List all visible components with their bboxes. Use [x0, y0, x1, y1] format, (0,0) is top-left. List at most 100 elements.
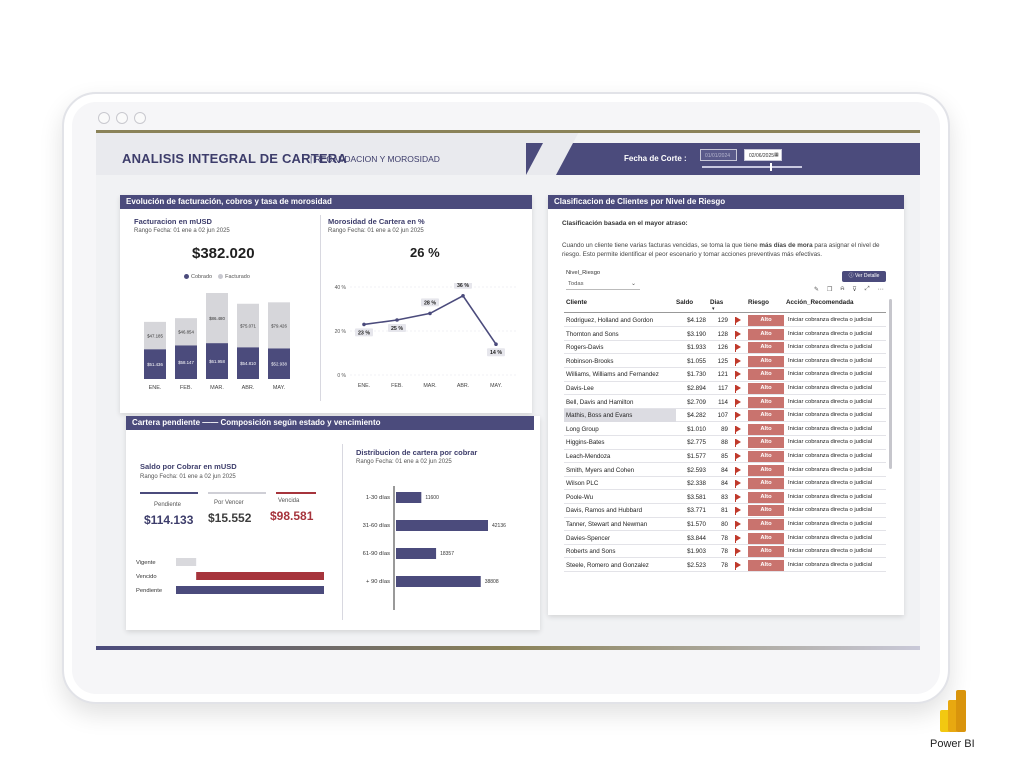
table-row[interactable]: Davis-Lee $2.894 117 Alto Iniciar cobranza d…: [564, 382, 886, 396]
table-row[interactable]: Mathis, Boss and Evans $4.282 107 Alto Inici…: [564, 409, 886, 423]
line-point: [395, 318, 399, 322]
cell-saldo: $2.593: [687, 466, 706, 474]
col-riesgo[interactable]: Riesgo: [748, 299, 769, 306]
table-row[interactable]: Wilson PLC $2.338 84 Alto Iniciar cobranza d…: [564, 477, 886, 491]
line-point: [428, 311, 432, 316]
cell-accion: Iniciar cobranza directa o judicial: [788, 412, 873, 419]
cell-saldo: $3.190: [687, 330, 706, 338]
col-cliente[interactable]: Cliente: [566, 299, 587, 306]
x-tick-label: MAR.: [210, 385, 224, 391]
table-row[interactable]: Leach-Mendoza $1.577 85 Alto Iniciar cobranz…: [564, 450, 886, 464]
table-row[interactable]: Williams, Williams and Fernandez $1.730 12…: [564, 368, 886, 382]
table-row[interactable]: Davies-Spencer $3.844 78 Alto Iniciar cobran…: [564, 532, 886, 545]
cell-riesgo: Alto: [748, 315, 784, 326]
cell-cliente: Long Group: [566, 425, 599, 433]
powerbi-logo: Power BI: [930, 688, 980, 750]
window-dot[interactable]: [134, 112, 146, 124]
x-tick-label: ABR.: [242, 385, 255, 391]
col-saldo[interactable]: Saldo: [676, 299, 694, 306]
bell-icon[interactable]: ⍾: [840, 286, 845, 292]
cell-accion: Iniciar cobranza directa o judicial: [788, 344, 873, 351]
data-label: 14 %: [490, 350, 502, 356]
cell-saldo: $2.894: [687, 385, 706, 392]
table-row[interactable]: Long Group $1.010 89 Alto Iniciar cobranza d…: [564, 423, 886, 436]
bar-cobrado: [175, 345, 197, 379]
cell-accion: Iniciar cobranza directa o judicial: [788, 493, 873, 500]
table-row[interactable]: Davis, Ramos and Hubbard $3.771 81 Alto Inic…: [564, 504, 886, 518]
panel-riesgo: Clasificacion de Clientes por Nivel de R…: [548, 195, 904, 615]
cell-saldo: $4.128: [687, 317, 706, 324]
date-slider-handle[interactable]: [770, 163, 772, 171]
date-to-input[interactable]: 02/06/2025: [744, 149, 782, 161]
cell-saldo: $1.010: [687, 425, 706, 433]
cell-saldo: $2.775: [687, 439, 706, 447]
table-row[interactable]: Tanner, Stewart and Newman $1.570 80 Alto In…: [564, 518, 886, 532]
table-scrollbar[interactable]: [889, 299, 892, 469]
legend-cobrado: Cobrado: [184, 274, 212, 280]
visual-toolbar: ✎ ❐ ⍾ ⊽ ⤢ ⋯: [814, 286, 884, 293]
filter-icon[interactable]: ⊽: [852, 287, 857, 293]
expand-icon[interactable]: ⤢: [864, 286, 870, 292]
flag-icon: [735, 534, 741, 543]
data-label-facturado: $79.426: [271, 323, 287, 328]
more-options-icon[interactable]: ⋯: [877, 287, 884, 293]
cell-saldo: $2.709: [687, 398, 706, 406]
cell-accion: Iniciar cobranza directa o judicial: [788, 357, 873, 364]
table-row[interactable]: Smith, Myers and Cohen $2.593 84 Alto Inicia…: [564, 464, 886, 477]
date-from-input[interactable]: 01/01/2024: [700, 149, 737, 161]
cell-riesgo: Alto: [748, 505, 784, 517]
data-label-facturado: $46.854: [178, 330, 194, 335]
table-row[interactable]: Bell, Davis and Hamilton $2.709 114 Alto Ini…: [564, 396, 886, 409]
cell-accion: Iniciar cobranza directa o judicial: [788, 507, 873, 514]
cell-riesgo: Alto: [748, 478, 784, 490]
cell-accion: Iniciar cobranza directa o judicial: [788, 466, 873, 473]
col-accion[interactable]: Acción_Recomendada: [786, 299, 854, 306]
distribucion-range: Rango Fecha: 01 ene a 02 jun 2025: [356, 459, 452, 465]
table-row[interactable]: Thornton and Sons $3.190 128 Alto Iniciar co…: [564, 328, 886, 341]
panel-cartera: Cartera pendiente —— Composición según e…: [126, 416, 540, 630]
nivel-riesgo-select[interactable]: Todas ⌄: [566, 279, 640, 290]
table-row[interactable]: Higgins-Bates $2.775 88 Alto Iniciar cobranz…: [564, 436, 886, 450]
distribution-bar: [396, 492, 422, 503]
cell-riesgo: Alto: [748, 491, 784, 503]
window-dot[interactable]: [98, 112, 110, 124]
cell-dias: 80: [721, 521, 728, 528]
x-tick-label: FEB.: [391, 383, 403, 389]
cell-saldo: $1.730: [687, 371, 706, 379]
table-row[interactable]: Steele, Romero and Gonzalez $2.523 78 Alto I…: [564, 559, 886, 572]
table-row[interactable]: Robinson-Brooks $1.055 125 Alto Iniciar cobr…: [564, 355, 886, 368]
copy-icon[interactable]: ❐: [827, 287, 833, 293]
cell-riesgo: Alto: [748, 546, 784, 558]
cell-dias: 81: [721, 507, 728, 515]
calendar-icon[interactable]: ▦: [774, 152, 779, 158]
y-category-label: Vencido: [136, 574, 157, 580]
table-row[interactable]: Rodriguez, Holland and Gordon $4.128 129 Al…: [564, 314, 886, 328]
flag-icon: [735, 453, 741, 461]
cell-dias: 83: [721, 493, 728, 501]
y-category-label: + 90 días: [366, 579, 390, 585]
cell-cliente: Williams, Williams and Fernandez: [566, 371, 659, 379]
cell-dias: 84: [721, 480, 728, 488]
pin-icon[interactable]: ✎: [814, 287, 820, 293]
sort-desc-icon[interactable]: ▾: [712, 306, 715, 312]
cell-dias: 85: [721, 453, 728, 460]
ver-detalle-button[interactable]: ⓘ Ver Detalle: [842, 271, 886, 282]
col-dias[interactable]: Dias: [710, 299, 724, 306]
flag-icon: [735, 493, 741, 502]
date-slider[interactable]: [702, 166, 802, 168]
table-row[interactable]: Rogers-Davis $1.933 126 Alto Iniciar cobranz…: [564, 341, 886, 355]
bar-cobrado: [144, 349, 166, 379]
window-dot[interactable]: [116, 112, 128, 124]
cell-dias: 89: [721, 425, 728, 433]
flag-icon: [735, 466, 741, 475]
cell-cliente: Rogers-Davis: [566, 344, 604, 352]
facturacion-title: Facturacion en mUSD: [134, 217, 212, 226]
powerbi-icon: [940, 690, 966, 732]
flag-icon: [735, 344, 741, 353]
panel-cartera-header: Cartera pendiente —— Composición según e…: [126, 416, 534, 430]
table-row[interactable]: Roberts and Sons $1.903 78 Alto Iniciar cobr…: [564, 545, 886, 559]
cell-riesgo: Alto: [748, 328, 784, 340]
bar-facturado: [206, 293, 228, 344]
cell-accion: Iniciar cobranza directa o judicial: [788, 385, 873, 391]
table-row[interactable]: Poole-Wu $3.581 83 Alto Iniciar cobranza dir…: [564, 491, 886, 504]
